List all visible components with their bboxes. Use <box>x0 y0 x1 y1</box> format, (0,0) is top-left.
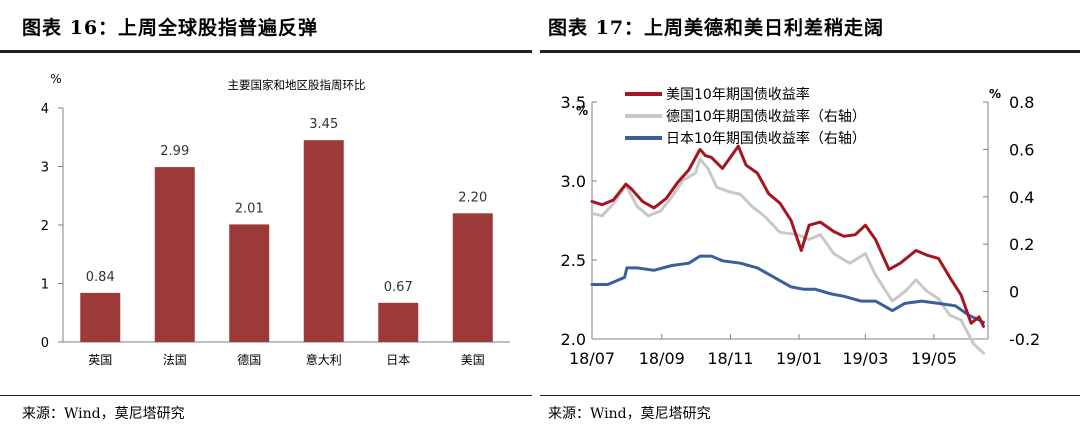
y-tick-label-right: 0.2 <box>1009 235 1034 254</box>
y-tick-label: 0 <box>41 336 49 351</box>
data-label: 2.20 <box>458 190 487 205</box>
y-axis-unit: % <box>50 72 61 86</box>
legend-label: 德国10年期国债收益率（右轴） <box>666 108 866 125</box>
y-tick-label-left: 3.0 <box>561 172 586 191</box>
title-rule <box>540 50 1080 53</box>
right-panel: 图表 17：上周美德和美日利差稍走阔 %% 2.0 2.5 3.0 3.5 -0.2 0 0.… <box>540 0 1080 434</box>
y-tick-label-right: 0.8 <box>1009 93 1034 112</box>
source-note: 来源：Wind，莫尼塔研究 <box>22 406 185 422</box>
y-tick-label-left: 2.5 <box>561 251 586 270</box>
x-tick-label: 德国 <box>237 352 261 367</box>
data-label: 3.45 <box>309 117 338 132</box>
title-rule <box>0 50 532 53</box>
y-tick-label: 4 <box>41 102 49 117</box>
footer-rule <box>540 395 1080 396</box>
x-tick-label: 英国 <box>88 353 112 367</box>
y-tick-label-right: 0.4 <box>1009 188 1034 207</box>
data-label: 2.99 <box>160 144 189 159</box>
left-panel: 图表 16：上周全球股指普遍反弹 主要国家和地区股指周环比% 0 1 2 3 4 0.84 英… <box>0 0 532 434</box>
x-tick-label: 法国 <box>163 353 187 367</box>
series-line <box>590 157 985 355</box>
series-line <box>590 144 985 328</box>
x-tick-label: 19/05 <box>911 349 957 368</box>
bar-chart: 主要国家和地区股指周环比% 0 1 2 3 4 0.84 英国 2.99 法国 2.01 德国 3.45… <box>41 72 510 367</box>
y-tick-label-left: 2.0 <box>561 330 586 349</box>
x-tick-label: 19/03 <box>842 349 888 368</box>
legend-label: 日本10年期国债收益率（右轴） <box>666 130 866 147</box>
legend-label: 美国10年期国债收益率 <box>666 86 810 103</box>
bar <box>378 302 419 342</box>
y-tick-label: 3 <box>41 161 49 176</box>
figure-title: 图表 17：上周美德和美日利差稍走阔 <box>548 17 885 39</box>
x-tick-label: 18/09 <box>639 349 685 368</box>
chart-title: 主要国家和地区股指周环比 <box>228 78 366 92</box>
y-tick-label-left: 3.5 <box>561 93 586 112</box>
y-tick-label-right: 0 <box>1009 283 1019 302</box>
y-tick-label: 1 <box>41 278 49 293</box>
x-tick-label: 18/11 <box>707 349 753 368</box>
bar <box>452 213 493 342</box>
bar <box>80 292 121 342</box>
x-tick-label: 18/07 <box>569 349 615 368</box>
y-tick-label-right: 0.6 <box>1009 140 1034 159</box>
footer-rule <box>0 395 532 396</box>
y-tick-label: 2 <box>41 219 49 234</box>
y-axis-right-unit: % <box>989 87 1001 101</box>
bar <box>229 224 270 342</box>
x-tick-label: 意大利 <box>306 352 342 367</box>
bar <box>154 167 195 342</box>
y-tick-label-right: -0.2 <box>1009 330 1040 349</box>
bar <box>303 140 344 342</box>
line-chart: %% 2.0 2.5 3.0 3.5 -0.2 0 0.2 0.4 0.6 0.8 18/07 18/0… <box>561 86 1041 368</box>
x-tick-label: 美国 <box>461 353 485 367</box>
data-label: 0.67 <box>384 280 413 295</box>
data-label: 0.84 <box>86 270 115 285</box>
source-note: 来源：Wind，莫尼塔研究 <box>548 406 711 422</box>
data-label: 2.01 <box>235 201 264 216</box>
y-axis-left-unit: % <box>576 104 588 118</box>
series-line <box>590 254 985 324</box>
x-tick-label: 日本 <box>386 353 410 367</box>
x-tick-label: 19/01 <box>776 349 822 368</box>
figure-title: 图表 16：上周全球股指普遍反弹 <box>22 17 319 39</box>
